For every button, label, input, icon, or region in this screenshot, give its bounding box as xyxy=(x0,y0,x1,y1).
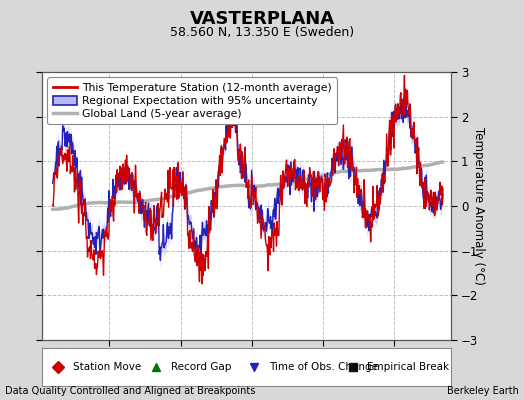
Text: VASTERPLANA: VASTERPLANA xyxy=(190,10,334,28)
Legend: This Temperature Station (12-month average), Regional Expectation with 95% uncer: This Temperature Station (12-month avera… xyxy=(47,78,337,124)
Text: Station Move: Station Move xyxy=(72,362,141,372)
Text: Record Gap: Record Gap xyxy=(171,362,231,372)
Y-axis label: Temperature Anomaly (°C): Temperature Anomaly (°C) xyxy=(472,127,485,285)
Text: Data Quality Controlled and Aligned at Breakpoints: Data Quality Controlled and Aligned at B… xyxy=(5,386,256,396)
Text: Berkeley Earth: Berkeley Earth xyxy=(447,386,519,396)
Text: 58.560 N, 13.350 E (Sweden): 58.560 N, 13.350 E (Sweden) xyxy=(170,26,354,39)
Text: Empirical Break: Empirical Break xyxy=(367,362,449,372)
Text: Time of Obs. Change: Time of Obs. Change xyxy=(269,362,378,372)
